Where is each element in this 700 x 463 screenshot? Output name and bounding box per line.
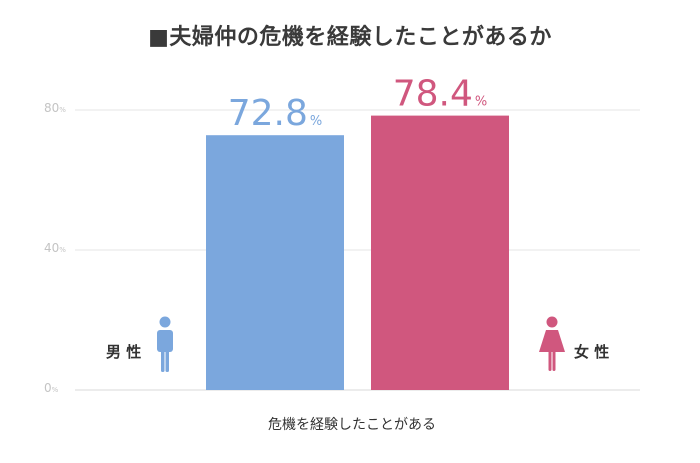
female-person-icon: [539, 316, 565, 371]
data-label-male: 72.8%: [228, 93, 323, 134]
y-tick-label-0: 0%: [44, 381, 59, 395]
y-tick-unit: %: [59, 106, 66, 114]
data-label-unit: %: [475, 95, 487, 110]
male-person-icon: [157, 316, 173, 372]
data-label-female: 78.4%: [393, 74, 488, 115]
series-labels: 男 性女 性: [106, 316, 609, 372]
y-axis-ticks: 0% 40% 80%: [44, 101, 66, 395]
bar-female: [371, 115, 509, 390]
chart-title: ■夫婦仲の危機を経験したことがあるか: [148, 25, 552, 50]
bars: [206, 115, 509, 390]
y-tick-label-80: 80%: [44, 101, 66, 115]
series-label-male: 男 性: [106, 343, 141, 361]
bar-male: [206, 135, 344, 390]
data-label-unit: %: [310, 114, 322, 129]
x-axis-label: 危機を経験したことがある: [268, 417, 436, 433]
y-tick-label-40: 40%: [44, 241, 66, 255]
data-labels: 72.8 % 78.4%: [228, 74, 488, 135]
y-tick-unit: %: [59, 246, 66, 254]
y-tick-unit: %: [52, 386, 59, 394]
series-label-female: 女 性: [574, 343, 609, 361]
gridlines: [75, 109, 640, 391]
